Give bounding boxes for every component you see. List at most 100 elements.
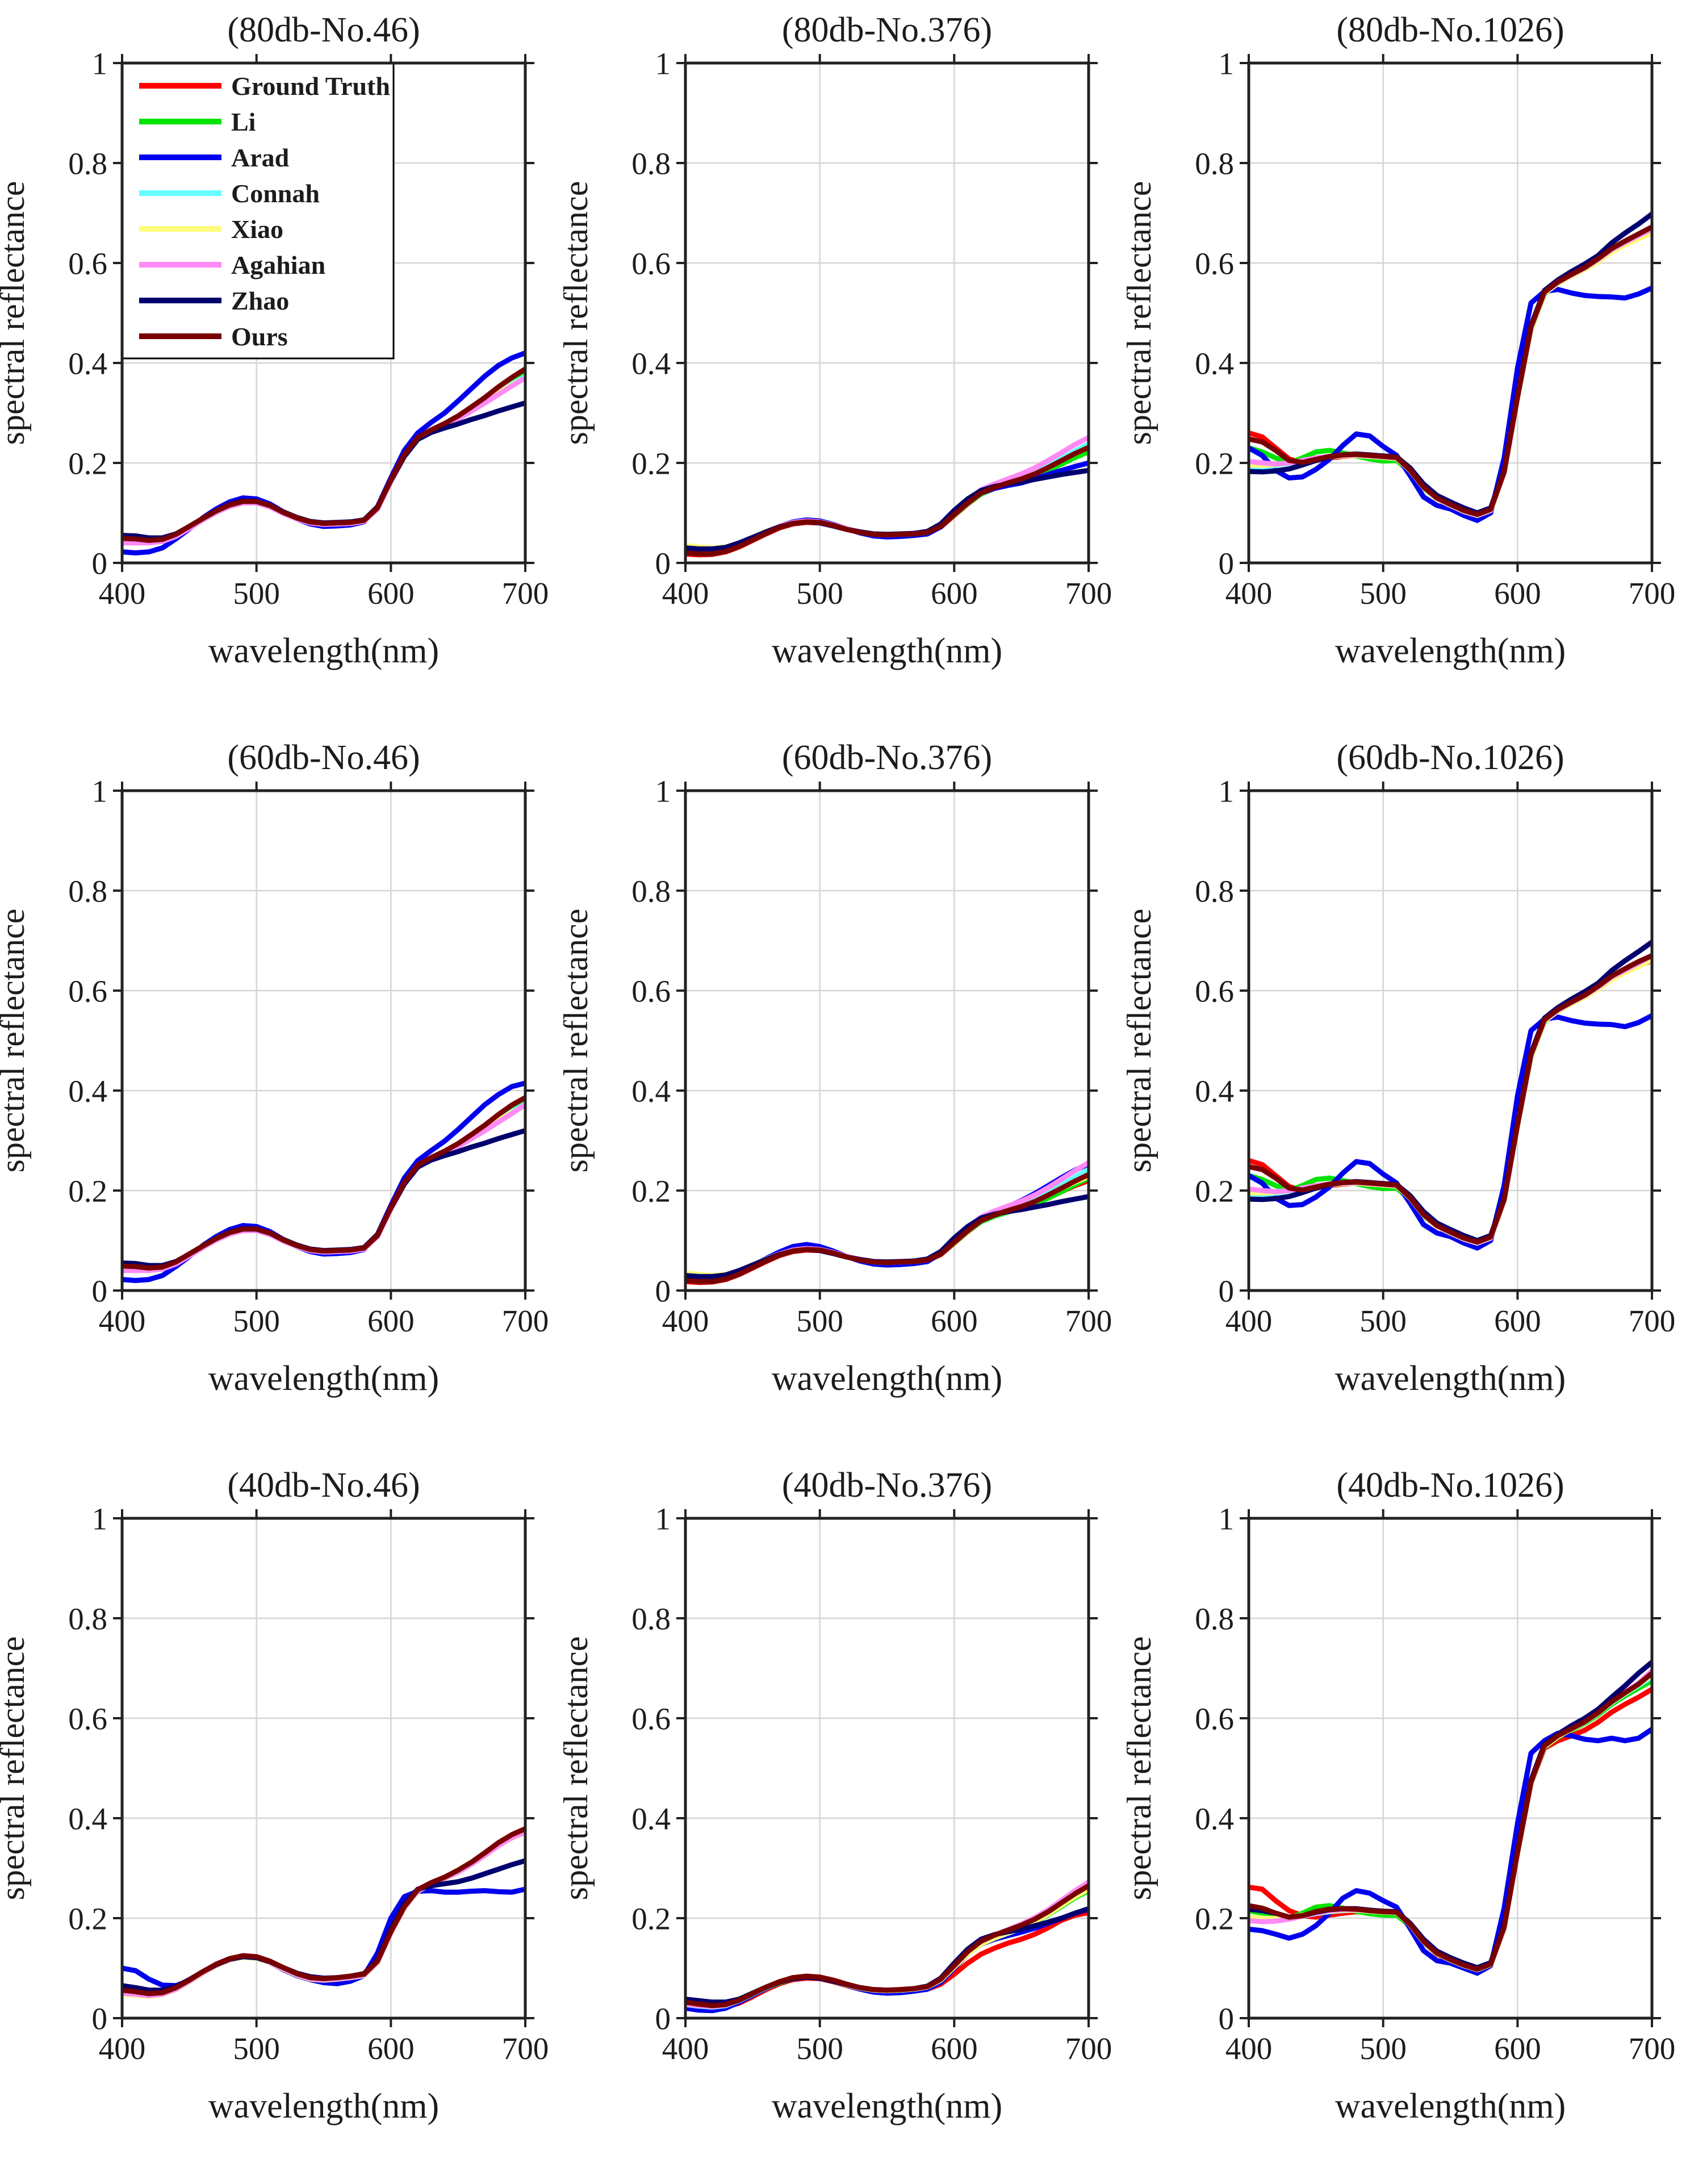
y-axis-label: spectral reflectance [1127, 1636, 1158, 1901]
legend-label-agahian: Agahian [231, 250, 325, 279]
subplot-background [1127, 728, 1690, 1456]
series-ours [1248, 953, 1653, 1245]
x-tick-label: 700 [1065, 2031, 1112, 2066]
chart-svg-80db-no376: 400 500 600 700 0 0.2 0.4 0.6 0.8 1 (80db-No.376) w… [563, 1, 1127, 728]
y-tick-label: 0.4 [1195, 1801, 1234, 1836]
x-tick-label: 700 [1629, 2031, 1676, 2066]
y-tick-label: 0.6 [68, 1701, 107, 1736]
subplot-60db-no376: 400 500 600 700 0 0.2 0.4 0.6 0.8 1 (60db-No.376) w… [563, 728, 1127, 1456]
subplot-background [0, 1456, 563, 2183]
y-tick-label: 0.8 [68, 874, 107, 908]
subplot-80db-no376: 400 500 600 700 0 0.2 0.4 0.6 0.8 1 (80db-No.376) w… [563, 1, 1127, 728]
chart-svg-40db-no1026: 400 500 600 700 0 0.2 0.4 0.6 0.8 1 (40db-No.1026)… [1127, 1456, 1690, 2183]
y-tick-label: 1 [655, 1501, 671, 1536]
y-tick-label: 0 [655, 1273, 671, 1308]
subplot-background [563, 1456, 1127, 2183]
x-tick-label: 500 [796, 2031, 843, 2066]
y-tick-label: 0.4 [631, 1801, 671, 1836]
x-tick-label: 600 [931, 576, 978, 611]
legend: Ground Truth Li Arad Connah Xiao Agahian Zhao O… [121, 62, 395, 360]
x-tick-label: 500 [1359, 576, 1407, 611]
subplot-60db-no46: 400 500 600 700 0 0.2 0.4 0.6 0.8 1 (60db-No.46) wa… [0, 728, 563, 1456]
x-tick-label: 400 [1225, 576, 1273, 611]
series-group [122, 1826, 526, 1999]
y-tick-label: 0.2 [68, 1901, 107, 1936]
gridlines [685, 63, 1089, 563]
y-axis-label: spectral reflectance [563, 909, 595, 1173]
x-tick-label: 400 [99, 576, 146, 611]
x-axis-label: wavelength(nm) [772, 632, 1002, 670]
y-tick-label: 1 [92, 1501, 108, 1536]
series-arad [1248, 285, 1653, 523]
chart-svg-60db-no46: 400 500 600 700 0 0.2 0.4 0.6 0.8 1 (60db-No.46) wa… [0, 728, 563, 1456]
chart-title: (40db-No.376) [782, 1466, 992, 1505]
x-tick-label: 600 [1494, 1304, 1541, 1338]
y-tick-label: 0.8 [631, 1601, 671, 1636]
x-axis-label: wavelength(nm) [1335, 1359, 1566, 1398]
x-tick-label: 400 [1225, 1304, 1273, 1338]
y-tick-label: 0.8 [1195, 874, 1234, 908]
subplot-60db-no1026: 400 500 600 700 0 0.2 0.4 0.6 0.8 1 (60db-No.1026)… [1127, 728, 1690, 1456]
legend-label-li: Li [231, 107, 256, 136]
chart-svg-80db-no1026: 400 500 600 700 0 0.2 0.4 0.6 0.8 1 (80db-No.1026)… [1127, 1, 1690, 728]
y-tick-label: 0.8 [1195, 146, 1234, 181]
y-tick-label: 0 [1219, 2001, 1235, 2036]
axis-ticks [1240, 782, 1661, 1300]
y-tick-label: 0.4 [1195, 346, 1234, 381]
x-tick-label: 500 [233, 2031, 280, 2066]
y-tick-label: 0 [92, 2001, 108, 2036]
y-tick-label: 0.2 [631, 1901, 671, 1936]
y-tick-label: 1 [1219, 774, 1235, 808]
series-ours [1248, 1671, 1653, 1972]
y-tick-label: 0.2 [631, 1174, 671, 1208]
y-axis-label: spectral reflectance [563, 1636, 595, 1901]
x-tick-label: 600 [367, 1304, 415, 1338]
x-tick-label: 500 [1359, 2031, 1407, 2066]
y-tick-label: 0.6 [1195, 974, 1234, 1008]
chart-title: (80db-No.1026) [1336, 11, 1564, 49]
axis-ticks [113, 782, 534, 1300]
y-tick-label: 0 [1219, 546, 1235, 581]
x-tick-label: 600 [1494, 576, 1541, 611]
chart-title: (60db-No.376) [782, 738, 992, 777]
y-tick-label: 0.6 [631, 974, 671, 1008]
y-tick-label: 0.2 [1195, 446, 1234, 481]
x-tick-label: 700 [1629, 576, 1676, 611]
axis-ticks [113, 1509, 534, 2027]
legend-label-arad: Arad [231, 143, 290, 172]
y-tick-label: 0.6 [631, 1701, 671, 1736]
series-ours [122, 1826, 526, 1997]
y-tick-label: 0 [92, 546, 108, 581]
series-group [1248, 939, 1653, 1251]
chart-title: (40db-No.46) [227, 1466, 420, 1505]
y-axis-label: spectral reflectance [563, 181, 595, 445]
y-tick-label: 1 [92, 46, 108, 81]
chart-svg-80db-no46: Ground Truth Li Arad Connah Xiao Agahian Zhao O… [0, 1, 563, 728]
y-tick-label: 0.6 [1195, 246, 1234, 281]
x-axis-label: wavelength(nm) [772, 1359, 1002, 1398]
y-tick-label: 0 [92, 1273, 108, 1308]
y-axis-label: spectral reflectance [1127, 181, 1158, 445]
subplot-40db-no1026: 400 500 600 700 0 0.2 0.4 0.6 0.8 1 (40db-No.1026)… [1127, 1456, 1690, 2183]
x-tick-label: 700 [1629, 1304, 1676, 1338]
x-tick-label: 700 [502, 576, 549, 611]
y-axis-label: spectral reflectance [0, 1636, 31, 1901]
plot-box [1247, 61, 1654, 565]
subplot-40db-no46: 400 500 600 700 0 0.2 0.4 0.6 0.8 1 (40db-No.46) wa… [0, 1456, 563, 2183]
y-tick-label: 0.6 [68, 246, 107, 281]
x-tick-label: 600 [1494, 2031, 1541, 2066]
series-ours [685, 1883, 1089, 2008]
x-tick-label: 400 [1225, 2031, 1273, 2066]
x-tick-label: 500 [796, 576, 843, 611]
y-tick-label: 0.4 [68, 1074, 107, 1108]
gridlines [685, 791, 1089, 1291]
series-arad [1248, 1726, 1653, 1976]
gridlines [122, 1518, 525, 2018]
x-axis-label: wavelength(nm) [1335, 2087, 1566, 2125]
subplot-background [0, 728, 563, 1456]
y-tick-label: 0.2 [631, 446, 671, 481]
y-tick-label: 1 [655, 46, 671, 81]
y-tick-label: 0.8 [1195, 1601, 1234, 1636]
x-tick-label: 700 [502, 2031, 549, 2066]
y-tick-label: 0.8 [631, 874, 671, 908]
